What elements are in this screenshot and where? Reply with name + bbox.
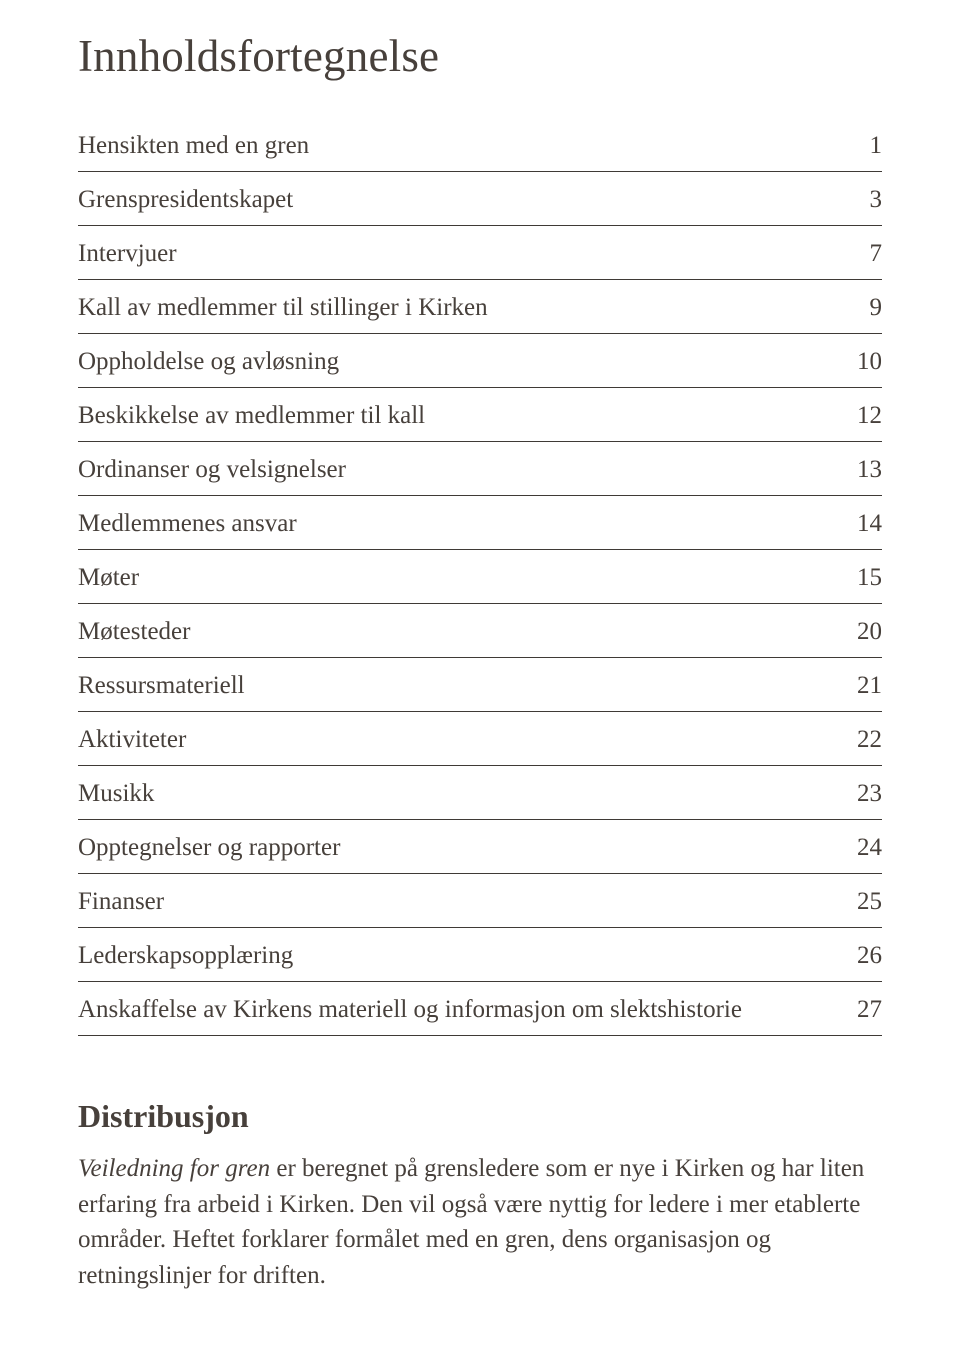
toc-label: Kall av medlemmer til stillinger i Kirke… bbox=[78, 294, 488, 322]
toc-label: Medlemmenes ansvar bbox=[78, 510, 297, 538]
toc-row: Finanser 25 bbox=[78, 874, 882, 928]
toc-page: 9 bbox=[838, 294, 882, 322]
toc-row: Opptegnelser og rapporter 24 bbox=[78, 820, 882, 874]
toc-page: 12 bbox=[838, 402, 882, 430]
toc-label: Intervjuer bbox=[78, 240, 177, 268]
toc-page: 3 bbox=[838, 186, 882, 214]
toc-label: Møtesteder bbox=[78, 618, 190, 646]
toc-page: 7 bbox=[838, 240, 882, 268]
distribution-heading: Distribusjon bbox=[78, 1098, 882, 1135]
toc-page: 25 bbox=[838, 888, 882, 916]
toc-page: 23 bbox=[838, 780, 882, 808]
toc-page: 24 bbox=[838, 834, 882, 862]
toc-row: Ressursmateriell 21 bbox=[78, 658, 882, 712]
toc-label: Ordinanser og velsignelser bbox=[78, 456, 346, 484]
toc-page: 20 bbox=[838, 618, 882, 646]
toc-page: 27 bbox=[838, 996, 882, 1024]
toc-page: 26 bbox=[838, 942, 882, 970]
table-of-contents: Hensikten med en gren 1 Grenspresidentsk… bbox=[78, 118, 882, 1036]
page-title: Innholdsfortegnelse bbox=[78, 30, 882, 82]
toc-label: Aktiviteter bbox=[78, 726, 186, 754]
toc-row: Ordinanser og velsignelser 13 bbox=[78, 442, 882, 496]
toc-page: 14 bbox=[838, 510, 882, 538]
toc-page: 13 bbox=[838, 456, 882, 484]
toc-row: Grenspresidentskapet 3 bbox=[78, 172, 882, 226]
toc-label: Opptegnelser og rapporter bbox=[78, 834, 340, 862]
toc-page: 1 bbox=[838, 132, 882, 160]
toc-page: 22 bbox=[838, 726, 882, 754]
toc-label: Oppholdelse og avløsning bbox=[78, 348, 339, 376]
distribution-body: Veiledning for gren er beregnet på grens… bbox=[78, 1151, 882, 1293]
toc-row: Oppholdelse og avløsning 10 bbox=[78, 334, 882, 388]
toc-label: Beskikkelse av medlemmer til kall bbox=[78, 402, 425, 430]
toc-page: 21 bbox=[838, 672, 882, 700]
toc-row: Møter 15 bbox=[78, 550, 882, 604]
toc-label: Møter bbox=[78, 564, 139, 592]
toc-row: Lederskapsopplæring 26 bbox=[78, 928, 882, 982]
toc-label: Grenspresidentskapet bbox=[78, 186, 293, 214]
toc-row: Musikk 23 bbox=[78, 766, 882, 820]
toc-page: 10 bbox=[838, 348, 882, 376]
toc-label: Ressursmateriell bbox=[78, 672, 245, 700]
toc-row: Intervjuer 7 bbox=[78, 226, 882, 280]
toc-row: Kall av medlemmer til stillinger i Kirke… bbox=[78, 280, 882, 334]
toc-row: Beskikkelse av medlemmer til kall 12 bbox=[78, 388, 882, 442]
toc-row: Anskaffelse av Kirkens materiell og info… bbox=[78, 982, 882, 1036]
toc-label: Lederskapsopplæring bbox=[78, 942, 293, 970]
toc-row: Hensikten med en gren 1 bbox=[78, 118, 882, 172]
toc-page: 15 bbox=[838, 564, 882, 592]
toc-row: Aktiviteter 22 bbox=[78, 712, 882, 766]
toc-label: Musikk bbox=[78, 780, 154, 808]
toc-label: Finanser bbox=[78, 888, 164, 916]
toc-label: Hensikten med en gren bbox=[78, 132, 309, 160]
distribution-lead-italic: Veiledning for gren bbox=[78, 1155, 270, 1182]
toc-row: Møtesteder 20 bbox=[78, 604, 882, 658]
toc-label: Anskaffelse av Kirkens materiell og info… bbox=[78, 996, 742, 1024]
toc-row: Medlemmenes ansvar 14 bbox=[78, 496, 882, 550]
